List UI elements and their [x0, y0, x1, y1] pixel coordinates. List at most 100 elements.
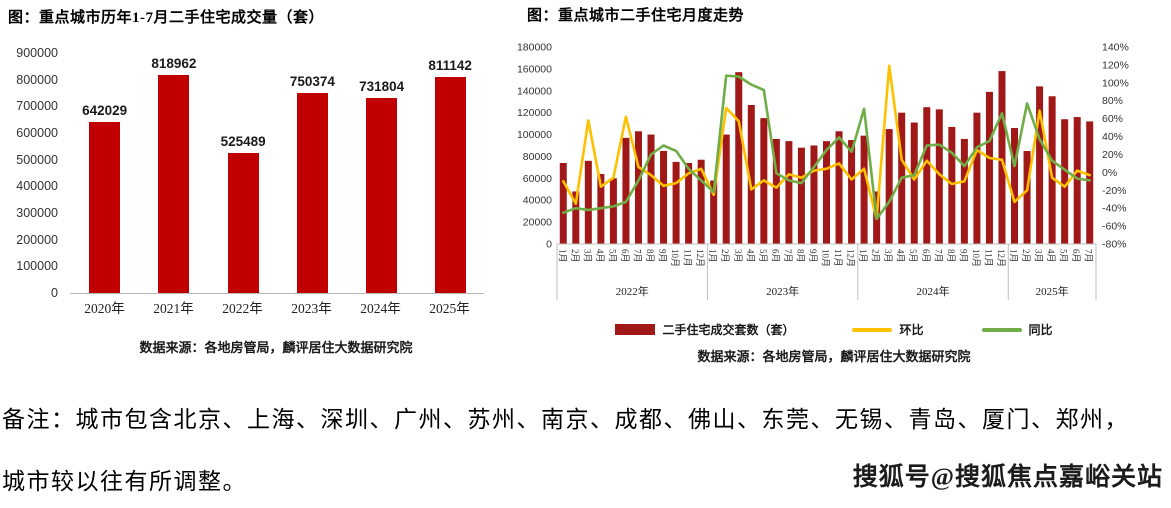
month-tick-label: 10月: [821, 249, 831, 267]
monthly-bar: [735, 72, 743, 244]
month-tick-label: 4月: [595, 249, 605, 263]
annual-x-tick-label: 2023年: [291, 301, 332, 316]
annual-bar: [296, 92, 328, 293]
month-tick-label: 8月: [795, 249, 805, 263]
month-tick-label: 4月: [1046, 249, 1056, 263]
month-tick-label: 6月: [770, 249, 780, 263]
monthly-bar: [609, 178, 617, 244]
monthly-bar: [622, 137, 630, 244]
monthly-bar: [935, 109, 943, 244]
mom-line: [561, 64, 1092, 221]
legend-label-bar-series: 二手住宅成交套数（套）: [662, 323, 795, 337]
month-tick-label: 7月: [933, 249, 943, 263]
monthly-bar: [973, 112, 981, 245]
annual-chart-source: 数据来源：各地房管局，麟评居住大数据研究院: [139, 340, 413, 355]
right-y-tick-label: 40%: [1102, 131, 1123, 143]
right-y-tick-label: 0%: [1102, 167, 1117, 179]
month-tick-label: 1月: [858, 249, 868, 263]
month-tick-label: 3月: [883, 249, 893, 263]
right-y-tick-label: -20%: [1102, 185, 1127, 197]
month-tick-label: 6月: [620, 249, 630, 263]
annual-x-tick-label: 2020年: [84, 301, 125, 316]
annual-chart: 图：重点城市历年1-7月二手住宅成交量（套） 900000 800000 70000…: [8, 6, 486, 356]
right-y-tick-label: -60%: [1102, 221, 1127, 233]
left-y-tick-label: 180000: [517, 42, 552, 54]
left-y-tick-label: 100000: [517, 129, 552, 141]
right-y-tick-label: 60%: [1102, 113, 1123, 125]
annual-y-tick-label: 400000: [16, 179, 58, 194]
month-tick-label: 3月: [1034, 249, 1044, 263]
month-tick-label: 9月: [808, 249, 818, 263]
annual-chart-title: 图：重点城市历年1-7月二手住宅成交量（套）: [8, 10, 324, 26]
annual-bar-value-label: 731804: [359, 78, 405, 94]
yoy-line: [561, 74, 1092, 221]
annual-bar-cell: 750374: [290, 53, 335, 293]
right-y-tick-label: -80%: [1102, 239, 1127, 251]
monthly-chart-legend: 二手住宅成交套数（套） 环比 同比: [500, 321, 1168, 338]
month-tick-label: 1月: [708, 249, 718, 263]
left-y-tick-label: 120000: [517, 107, 552, 119]
monthly-bar: [785, 141, 793, 244]
month-tick-label: 6月: [1071, 249, 1081, 263]
left-y-tick-label: 0: [546, 239, 552, 251]
year-group-label: 2022年: [616, 284, 649, 298]
annual-bar: [227, 152, 259, 293]
month-tick-label: 1月: [557, 249, 567, 263]
monthly-bar: [810, 145, 818, 244]
monthly-bar: [1023, 150, 1031, 244]
annual-bar: [158, 74, 190, 293]
monthly-bar: [634, 131, 642, 244]
month-tick-label: 2月: [570, 249, 580, 263]
annual-bar-cell: 525489: [221, 53, 266, 293]
annual-y-tick-label: 500000: [16, 152, 58, 167]
month-tick-label: 5月: [607, 249, 617, 263]
monthly-bar: [1061, 119, 1069, 244]
month-tick-label: 7月: [633, 249, 643, 263]
annual-chart-plot: 900000 800000 700000 600000 500000 400000 3000…: [8, 39, 486, 327]
legend-item-mom: 环比: [852, 321, 924, 338]
right-y-tick-label: 20%: [1102, 149, 1123, 161]
month-tick-label: 2月: [720, 249, 730, 263]
month-tick-label: 4月: [896, 249, 906, 263]
month-tick-label: 12月: [846, 249, 856, 267]
left-y-tick-label: 160000: [517, 63, 552, 75]
month-tick-label: 1月: [1009, 249, 1019, 263]
monthly-bar: [685, 163, 693, 244]
monthly-bar: [1048, 96, 1056, 244]
legend-item-yoy: 同比: [981, 321, 1053, 338]
annual-bar-value-label: 525489: [220, 133, 266, 149]
annual-bar-cell: 818962: [151, 53, 196, 293]
right-y-tick-label: 120%: [1102, 59, 1129, 71]
monthly-bar: [923, 107, 931, 244]
monthly-bar: [835, 131, 843, 244]
annual-bar-cell: 731804: [359, 53, 404, 293]
month-tick-label: 2月: [871, 249, 881, 263]
annual-y-tick-label: 100000: [16, 259, 58, 274]
month-tick-label: 12月: [695, 249, 705, 267]
annual-x-tick-label: 2025年: [429, 301, 470, 316]
monthly-chart-svg: 0 20000 40000 60000 80000 100000 120000 140000 1…: [517, 42, 1129, 300]
monthly-bar: [860, 135, 868, 244]
monthly-bar: [647, 134, 655, 244]
legend-item-bar-series: 二手住宅成交套数（套）: [615, 321, 794, 338]
monthly-bar: [1086, 121, 1094, 244]
monthly-bar: [797, 147, 805, 244]
monthly-bar: [747, 105, 755, 244]
note-line-1: 备注：城市包含北京、上海、深圳、广州、苏州、南京、成都、佛山、东莞、无锡、青岛、…: [2, 407, 1129, 432]
right-y-tick-label: -40%: [1102, 203, 1127, 215]
monthly-bar: [1011, 127, 1019, 244]
monthly-bar: [572, 191, 580, 244]
annual-bar-value-label: 818962: [151, 55, 197, 71]
annual-y-tick-label: 900000: [16, 46, 58, 60]
month-tick-label: 9月: [658, 249, 668, 263]
monthly-bar: [697, 159, 705, 244]
annual-y-tick-label: 600000: [16, 126, 58, 140]
monthly-chart-title: 图：重点城市二手住宅月度走势: [527, 8, 745, 24]
watermark: 搜狐号@搜狐焦点嘉峪关站: [852, 464, 1163, 491]
month-tick-label: 6月: [921, 249, 931, 263]
month-tick-label: 2月: [1021, 249, 1031, 263]
monthly-bar: [910, 122, 918, 244]
month-tick-label: 11月: [984, 249, 994, 267]
annual-bar: [89, 121, 121, 293]
